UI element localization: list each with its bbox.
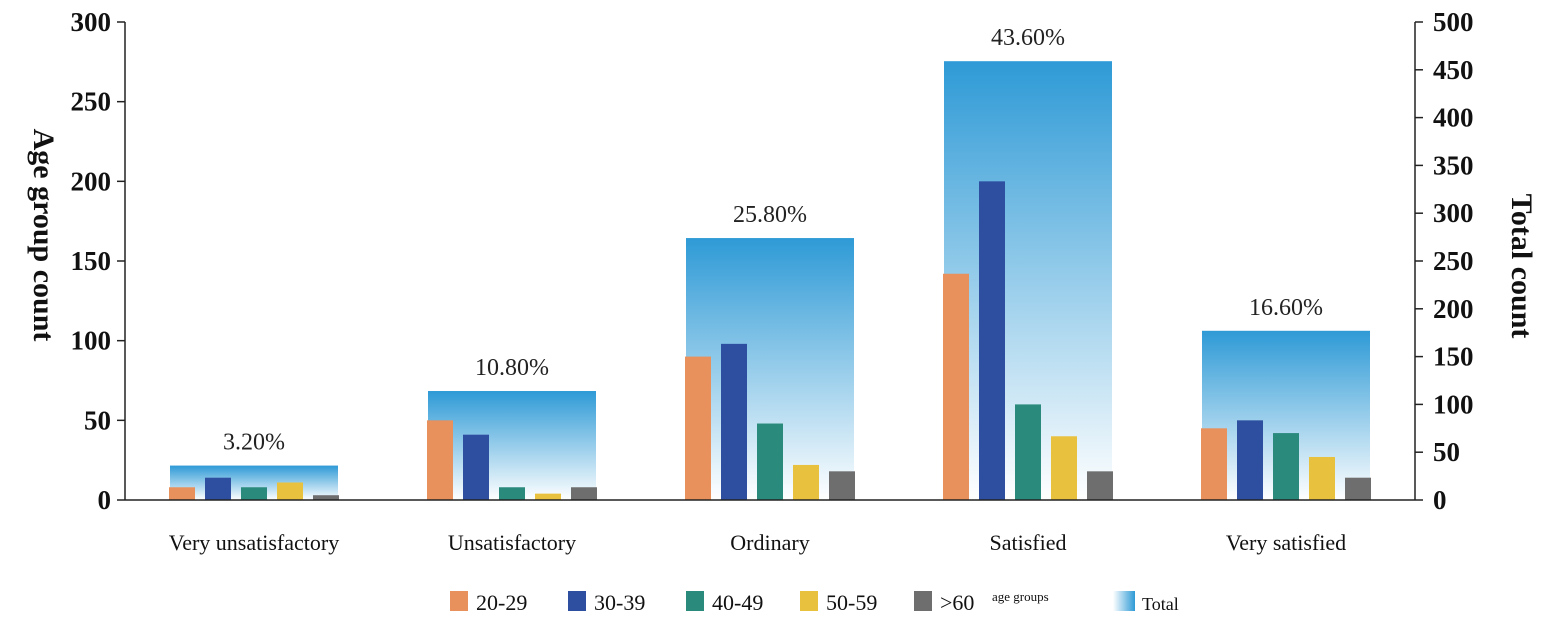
group-bars bbox=[169, 181, 1371, 501]
legend-label: 30-39 bbox=[594, 590, 645, 615]
legend-label: 20-29 bbox=[476, 590, 527, 615]
bar-60 bbox=[1345, 477, 1371, 500]
bar-60 bbox=[313, 495, 339, 500]
percent-label: 3.20% bbox=[223, 430, 285, 456]
bar-5059 bbox=[793, 464, 819, 500]
left-axis-title: Age group count bbox=[27, 129, 60, 342]
bar-5059 bbox=[1051, 436, 1077, 500]
legend: 20-29 30-39 40-49 50-59 >60 age groups Total bbox=[450, 589, 1179, 615]
category-label: Unsatisfactory bbox=[448, 530, 576, 555]
bar-3039 bbox=[721, 343, 747, 500]
left-tick-label: 200 bbox=[71, 166, 112, 196]
legend-swatch-total bbox=[1113, 591, 1135, 611]
bar-2029 bbox=[169, 487, 195, 500]
right-tick-label: 250 bbox=[1433, 246, 1474, 276]
bar-3039 bbox=[979, 181, 1005, 501]
bar-4049 bbox=[1015, 404, 1041, 500]
legend-swatch bbox=[914, 591, 932, 611]
percent-label: 16.60% bbox=[1249, 295, 1323, 321]
bar-4049 bbox=[241, 487, 267, 500]
bar-5059 bbox=[1309, 456, 1335, 500]
percent-label: 10.80% bbox=[475, 355, 549, 381]
category-labels: Very unsatisfactory Unsatisfactory Ordinar… bbox=[169, 530, 1346, 555]
category-label: Ordinary bbox=[730, 530, 809, 555]
left-axis-ticks: 0 50 100 150 200 250 300 bbox=[71, 7, 125, 515]
category-label: Satisfied bbox=[990, 530, 1067, 555]
bar-2029 bbox=[427, 420, 453, 500]
bar-4049 bbox=[757, 423, 783, 500]
bar-3039 bbox=[205, 477, 231, 500]
right-tick-label: 400 bbox=[1433, 103, 1474, 133]
left-tick-label: 250 bbox=[71, 87, 112, 117]
bar-60 bbox=[1087, 471, 1113, 500]
right-tick-label: 450 bbox=[1433, 55, 1474, 85]
legend-label: 50-59 bbox=[826, 590, 877, 615]
right-tick-label: 0 bbox=[1433, 485, 1447, 515]
category-label: Very unsatisfactory bbox=[169, 530, 339, 555]
bar-60 bbox=[571, 487, 597, 500]
bar-2029 bbox=[1201, 428, 1227, 500]
bar-2029 bbox=[685, 356, 711, 500]
legend-label: >60 bbox=[940, 590, 974, 615]
legend-label: 40-49 bbox=[712, 590, 763, 615]
bar-60 bbox=[829, 471, 855, 500]
legend-label-total: Total bbox=[1142, 594, 1179, 614]
right-tick-label: 300 bbox=[1433, 198, 1474, 228]
right-tick-label: 50 bbox=[1433, 437, 1460, 467]
legend-swatch bbox=[686, 591, 704, 611]
bar-3039 bbox=[1237, 420, 1263, 500]
left-tick-label: 100 bbox=[71, 326, 112, 356]
right-tick-label: 350 bbox=[1433, 150, 1474, 180]
bar-3039 bbox=[463, 434, 489, 500]
legend-group-caption: age groups bbox=[992, 589, 1049, 604]
legend-swatch bbox=[450, 591, 468, 611]
percent-labels: 3.20% 10.80% 25.80% 43.60% 16.60% bbox=[223, 25, 1323, 455]
left-tick-label: 50 bbox=[84, 405, 111, 435]
right-tick-label: 500 bbox=[1433, 7, 1474, 37]
right-tick-label: 200 bbox=[1433, 294, 1474, 324]
legend-swatch bbox=[800, 591, 818, 611]
right-tick-label: 150 bbox=[1433, 342, 1474, 372]
bar-4049 bbox=[1273, 433, 1299, 500]
percent-label: 25.80% bbox=[733, 202, 807, 228]
right-axis-title: Total count bbox=[1505, 194, 1538, 339]
total-bar bbox=[428, 391, 596, 500]
percent-label: 43.60% bbox=[991, 25, 1065, 51]
bar-2029 bbox=[943, 273, 969, 500]
left-tick-label: 150 bbox=[71, 246, 112, 276]
left-tick-label: 300 bbox=[71, 7, 112, 37]
bar-4049 bbox=[499, 487, 525, 500]
bar-5059 bbox=[535, 493, 561, 500]
bar-5059 bbox=[277, 482, 303, 500]
right-axis-ticks: 0 50 100 150 200 250 300 350 400 450 500 bbox=[1415, 7, 1474, 515]
category-label: Very satisfied bbox=[1226, 530, 1346, 555]
right-tick-label: 100 bbox=[1433, 389, 1474, 419]
legend-swatch bbox=[568, 591, 586, 611]
left-tick-label: 0 bbox=[98, 485, 112, 515]
